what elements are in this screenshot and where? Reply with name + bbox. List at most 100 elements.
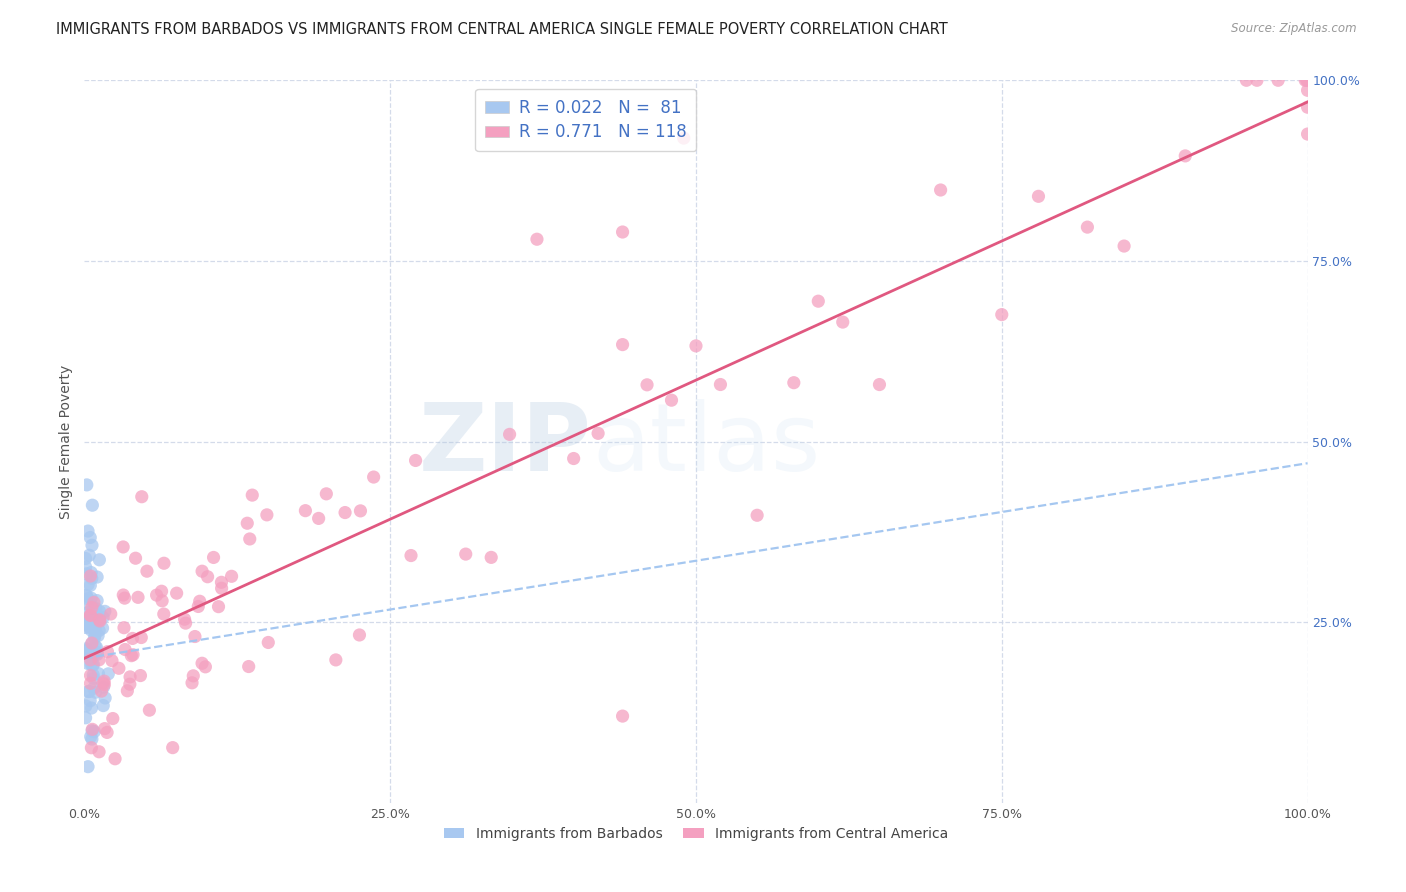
Point [173, 612, 195, 626]
Point [75, 589, 97, 603]
Point [117, 683, 139, 698]
Point [82, 658, 104, 673]
Point [75, 641, 97, 656]
Point [84, 601, 107, 615]
Point [479, 550, 502, 565]
Point [150, 584, 173, 599]
Point [77, 615, 100, 630]
Point [325, 653, 347, 667]
Point [349, 504, 371, 518]
Point [80, 701, 103, 715]
Point [807, 294, 830, 309]
Point [87, 629, 110, 643]
Point [191, 657, 214, 671]
Point [79, 730, 101, 744]
Point [79, 569, 101, 583]
Point [86, 570, 108, 584]
Point [91, 676, 114, 690]
Point [122, 648, 145, 662]
Text: IMMIGRANTS FROM BARBADOS VS IMMIGRANTS FROM CENTRAL AMERICA SINGLE FEMALE POVERT: IMMIGRANTS FROM BARBADOS VS IMMIGRANTS F… [56, 22, 948, 37]
Point [1296, 73, 1319, 87]
Point [96, 645, 118, 659]
Point [76, 591, 98, 606]
Point [315, 487, 337, 501]
Point [124, 551, 146, 566]
Point [76, 566, 98, 581]
Point [90, 684, 112, 698]
Point [136, 564, 159, 578]
Point [84, 685, 107, 699]
Point [399, 549, 422, 563]
Point [240, 488, 263, 502]
Point [79, 608, 101, 623]
Point [80, 740, 103, 755]
Point [80, 538, 103, 552]
Text: ZIP: ZIP [419, 399, 592, 491]
Point [101, 654, 124, 668]
Point [1174, 149, 1197, 163]
Point [612, 709, 634, 723]
Point [562, 451, 585, 466]
Point [181, 669, 204, 683]
Point [783, 376, 806, 390]
Point [75, 560, 97, 574]
Point [191, 564, 214, 578]
Point [991, 308, 1014, 322]
Point [1246, 73, 1268, 87]
Point [86, 640, 108, 655]
Point [82, 498, 104, 512]
Point [87, 666, 110, 681]
Point [79, 578, 101, 592]
Point [194, 660, 217, 674]
Point [89, 614, 111, 628]
Point [82, 615, 104, 630]
Point [153, 556, 176, 570]
Point [89, 604, 111, 618]
Point [166, 586, 188, 600]
Point [93, 680, 115, 694]
Point [120, 648, 142, 663]
Point [197, 570, 219, 584]
Point [80, 571, 103, 585]
Point [94, 604, 117, 618]
Point [93, 674, 115, 689]
Point [83, 681, 105, 696]
Point [79, 694, 101, 708]
Point [89, 553, 111, 567]
Point [97, 666, 120, 681]
Point [79, 531, 101, 545]
Point [75, 613, 97, 627]
Point [75, 698, 97, 713]
Point [1295, 73, 1317, 87]
Point [80, 600, 103, 615]
Text: atlas: atlas [592, 399, 820, 491]
Point [80, 657, 103, 672]
Point [672, 131, 695, 145]
Point [87, 745, 110, 759]
Point [831, 315, 853, 329]
Point [1028, 189, 1050, 203]
Point [114, 591, 136, 606]
Point [129, 631, 152, 645]
Point [91, 610, 114, 624]
Point [221, 569, 243, 583]
Point [76, 613, 98, 627]
Point [83, 595, 105, 609]
Point [77, 760, 100, 774]
Point [112, 588, 135, 602]
Point [661, 393, 683, 408]
Point [349, 628, 371, 642]
Point [118, 677, 141, 691]
Point [202, 550, 225, 565]
Point [84, 621, 107, 635]
Point [80, 636, 103, 650]
Point [612, 337, 634, 351]
Point [86, 593, 108, 607]
Point [104, 752, 127, 766]
Point [150, 594, 173, 608]
Point [207, 599, 229, 614]
Point [236, 516, 259, 531]
Point [76, 643, 98, 657]
Point [86, 646, 108, 660]
Point [83, 631, 105, 645]
